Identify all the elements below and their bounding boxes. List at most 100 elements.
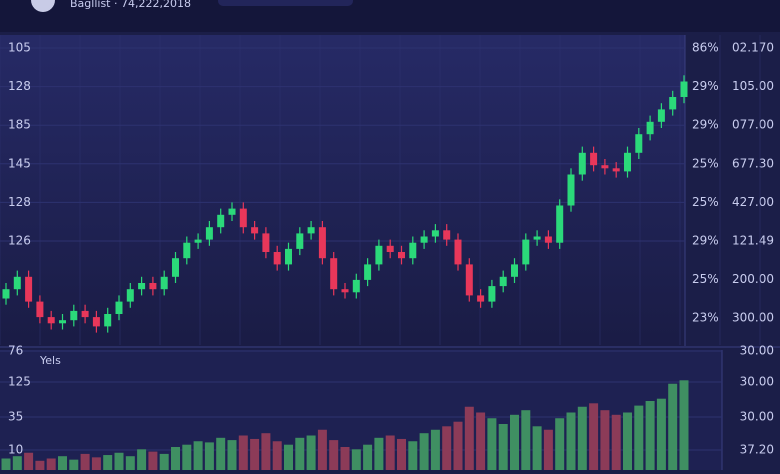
candle-body xyxy=(115,301,123,314)
candle-body xyxy=(375,245,383,265)
volume-left-label: 125 xyxy=(8,375,31,389)
candle-body xyxy=(477,295,485,302)
volume-bar xyxy=(453,421,463,470)
right-axis-value: 300.00 xyxy=(732,311,774,325)
candle-body xyxy=(126,289,134,302)
candle-body xyxy=(285,248,292,265)
volume-bar xyxy=(623,412,632,470)
volume-bar xyxy=(408,441,418,470)
volume-bar xyxy=(397,438,406,470)
volume-bar xyxy=(611,414,621,470)
volume-bar xyxy=(103,455,113,470)
candle-body xyxy=(556,205,564,243)
volume-right-label: 30.00 xyxy=(740,344,774,358)
volume-bar xyxy=(1,458,11,470)
candle-body xyxy=(533,236,541,240)
candle-body xyxy=(239,208,247,228)
volume-bar xyxy=(193,441,203,470)
left-axis-label: 128 xyxy=(8,79,31,93)
volume-bar xyxy=(35,460,45,470)
candle-body xyxy=(522,239,530,265)
candle-body xyxy=(205,227,213,240)
volume-bar xyxy=(340,447,350,470)
candle-body xyxy=(386,245,394,252)
volume-bar xyxy=(238,435,248,470)
volume-bar xyxy=(543,429,553,470)
volume-bar xyxy=(487,418,497,470)
volume-bar xyxy=(589,403,599,470)
volume-bar xyxy=(521,410,531,470)
logo xyxy=(31,0,55,12)
right-axis-label: 29% xyxy=(692,118,719,132)
volume-bar xyxy=(12,456,22,470)
volume-bar xyxy=(137,449,147,470)
volume-bar xyxy=(532,426,542,470)
candle-body xyxy=(183,242,191,259)
candle-body xyxy=(36,301,44,318)
candle-body xyxy=(47,317,55,324)
candle-body xyxy=(13,276,21,290)
left-axis-label: 105 xyxy=(8,41,31,55)
right-axis-value: 105.00 xyxy=(732,79,774,93)
candle-body xyxy=(511,264,518,277)
candle-body xyxy=(341,289,349,293)
volume-bar xyxy=(261,433,271,470)
volume-bar xyxy=(306,435,316,470)
right-axis-value: 677.30 xyxy=(732,156,774,170)
volume-bar xyxy=(600,410,610,470)
candle-body xyxy=(601,165,609,169)
volume-bar xyxy=(58,456,67,470)
volume-bar xyxy=(430,429,440,470)
candle-body xyxy=(138,283,146,290)
volume-bar xyxy=(329,440,339,470)
candle-body xyxy=(431,230,439,237)
candle-body xyxy=(104,314,112,327)
volume-bar xyxy=(227,440,237,470)
candle-body xyxy=(364,264,372,280)
candle-body xyxy=(330,258,338,290)
volume-bar xyxy=(363,444,373,470)
candle-body xyxy=(92,317,100,327)
candle-body xyxy=(499,276,507,287)
candle-body xyxy=(398,252,405,259)
left-axis-label: 145 xyxy=(8,156,31,170)
volume-bar xyxy=(634,405,644,470)
candle-body xyxy=(172,258,179,277)
candle-body xyxy=(635,134,643,153)
candle-body xyxy=(160,276,168,290)
volume-bar xyxy=(114,452,124,470)
right-axis-value: 077.00 xyxy=(732,118,774,132)
candle-body xyxy=(262,233,270,252)
candle-body xyxy=(25,276,33,302)
volume-bar xyxy=(171,447,180,470)
candle-body xyxy=(318,227,326,259)
candle-body xyxy=(590,152,598,166)
volume-bar xyxy=(125,456,135,470)
header-title: Bagllist · 74,222,2018 xyxy=(70,0,191,10)
volume-bar xyxy=(46,458,56,470)
volume-bar xyxy=(464,406,474,470)
candle-body xyxy=(409,242,417,259)
volume-title: Yels xyxy=(39,354,61,367)
candle-body xyxy=(70,310,78,321)
candle-body xyxy=(612,168,620,172)
volume-bar xyxy=(419,433,429,470)
volume-bar xyxy=(182,444,192,470)
volume-bar xyxy=(374,437,384,470)
volume-left-label: 76 xyxy=(8,344,23,358)
volume-bar xyxy=(159,453,169,470)
candle-body xyxy=(578,152,586,175)
candle-body xyxy=(567,174,575,206)
volume-bar xyxy=(24,452,34,470)
candle-body xyxy=(465,264,473,296)
search-box[interactable] xyxy=(218,0,353,6)
volume-bar xyxy=(284,444,293,470)
candle-body xyxy=(420,236,428,243)
header-bar xyxy=(0,0,780,32)
volume-bar xyxy=(442,426,452,470)
candle-body xyxy=(217,214,225,228)
right-axis-label: 25% xyxy=(692,156,719,170)
volume-bar xyxy=(679,380,689,470)
candle-body xyxy=(149,283,157,290)
